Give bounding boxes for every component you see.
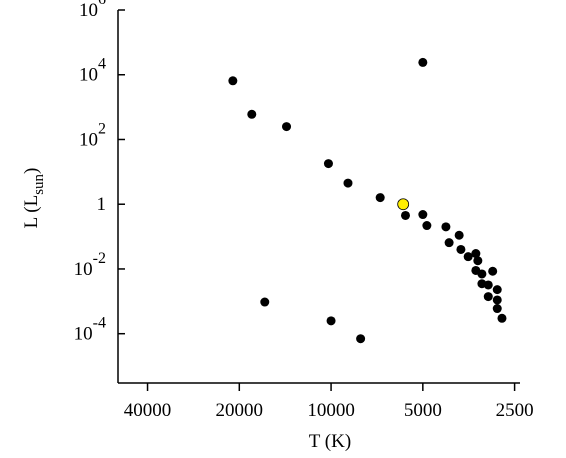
y-tick-exponent: -4 [93,315,106,332]
star-point [343,178,353,188]
y-axis-title-sub: sun [31,173,47,194]
y-tick-exponent: -2 [93,250,106,267]
data-points [228,57,507,344]
star-point [473,256,483,266]
y-tick-label: 10-2 [74,250,106,280]
star-point [492,285,502,295]
y-tick-label: 104 [79,56,106,86]
star-point [228,76,238,86]
x-tick-label: 2500 [496,400,534,421]
star-point [444,238,454,248]
y-tick-exponent: 6 [98,0,106,8]
star-point [456,244,466,254]
y-tick-exponent: 4 [98,56,106,73]
y-axis-title: L (Lsun) [21,168,47,229]
star-point [260,297,270,307]
star-point [488,266,498,276]
y-tick-label: 1 [97,194,107,215]
star-point [282,122,292,132]
x-axis-title: T (K) [309,431,351,452]
x-tick-label: 20000 [216,400,264,421]
x-ticks: 40000 20000 10000 5000 2500 [124,383,534,421]
y-tick-label: 102 [79,120,106,150]
sun-point [397,198,410,211]
star-point [323,159,333,169]
star-point [483,292,493,302]
y-axis-title-close: ) [21,168,42,174]
y-tick-base: 1 [97,194,107,215]
y-tick-base: 10 [74,259,93,280]
star-point [418,57,428,67]
x-tick-label: 10000 [307,400,355,421]
y-tick-base: 10 [74,324,93,345]
star-point [471,249,481,259]
star-point [247,109,257,119]
star-point [454,230,464,240]
x-tick-label: 40000 [124,400,172,421]
y-tick-label: 10-4 [74,315,106,345]
y-tick-base: 10 [79,0,98,21]
star-point [463,252,473,262]
axes [117,10,520,384]
star-point [356,334,366,344]
x-tick-label: 5000 [404,400,442,421]
star-point [400,210,410,220]
star-point [483,280,493,290]
y-tick-base: 10 [79,65,98,86]
star-point [492,304,502,314]
star-point [326,316,336,326]
y-tick-exponent: 2 [98,120,106,137]
star-point [441,222,451,232]
y-tick-base: 10 [79,129,98,150]
y-axis-title-main: L (L [21,195,42,229]
y-ticks: 106104102110-210-4 [74,0,125,345]
star-point [375,193,385,203]
star-point [477,269,487,279]
star-point [492,295,502,305]
star-point [418,210,428,220]
star-point [497,313,507,323]
y-tick-label: 106 [79,0,106,21]
star-point [422,221,432,231]
